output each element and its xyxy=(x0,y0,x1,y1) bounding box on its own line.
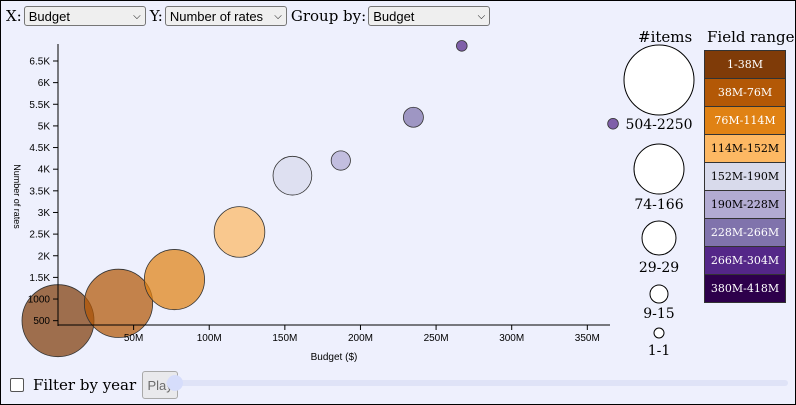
y-tick-label: 3.5K xyxy=(29,186,50,197)
group-by-select[interactable]: Budget ⌵ xyxy=(368,6,491,26)
filter-by-year-label: Filter by year xyxy=(33,376,137,394)
color-legend: 1-38M 38M-76M 76M-114M 114M-152M 152M-190M 19… xyxy=(704,50,786,303)
chevron-down-icon: ⌵ xyxy=(477,10,486,22)
x-tick-label: 350M xyxy=(575,333,600,344)
x-tick-label: 150M xyxy=(272,333,297,344)
y-tick-label: 1.5K xyxy=(29,273,50,284)
data-bubble xyxy=(607,117,619,130)
chevron-down-icon: ⌵ xyxy=(274,10,282,22)
x-axis-label: X: xyxy=(6,7,22,25)
group-by-select-value: Budget xyxy=(373,8,415,24)
color-legend-item: 190M-228M xyxy=(705,191,785,219)
data-bubble xyxy=(143,249,205,311)
size-legend-circle xyxy=(633,143,685,195)
data-bubble xyxy=(83,268,154,338)
x-axis-select-value: Budget xyxy=(28,8,70,24)
x-tick-label: 300M xyxy=(499,333,524,344)
y-tick-label: 6K xyxy=(38,78,51,89)
y-tick-label: 6.5K xyxy=(29,56,50,67)
data-bubble xyxy=(213,206,266,258)
color-legend-item: 1-38M xyxy=(705,51,785,79)
size-legend-label: 9-15 xyxy=(643,306,674,322)
x-axis-select[interactable]: Budget ⌵ xyxy=(23,6,146,26)
year-slider-track[interactable] xyxy=(166,380,788,386)
color-legend-item: 380M-418M xyxy=(705,275,785,302)
data-bubble xyxy=(402,106,424,128)
color-legend-item: 228M-266M xyxy=(705,219,785,247)
size-legend-circle xyxy=(649,284,669,304)
color-legend-item: 38M-76M xyxy=(705,79,785,107)
y-axis-select-value: Number of rates xyxy=(169,8,264,24)
color-legend-item: 76M-114M xyxy=(705,107,785,135)
y-tick-label: 3K xyxy=(38,208,51,219)
y-tick-label: 2K xyxy=(38,251,51,262)
x-tick-label: 200M xyxy=(348,333,373,344)
y-tick-label: 500 xyxy=(33,316,50,327)
chevron-down-icon: ⌵ xyxy=(133,10,141,22)
axis-controls: X: Budget ⌵ Y: Number of rates ⌵ Group b… xyxy=(6,6,494,26)
color-legend-item: 114M-152M xyxy=(705,135,785,163)
size-legend-circle xyxy=(653,327,665,339)
bottom-controls: Filter by year Play xyxy=(10,371,179,399)
color-legend-item: 152M-190M xyxy=(705,163,785,191)
y-tick-label: 2.5K xyxy=(29,230,50,241)
size-legend-circle xyxy=(623,44,695,116)
color-legend-item: 266M-304M xyxy=(705,247,785,275)
y-axis-label: Y: xyxy=(149,7,163,25)
size-legend-label: 504-2250 xyxy=(625,117,692,133)
group-by-label: Group by: xyxy=(290,7,367,25)
year-slider-handle[interactable] xyxy=(167,375,183,391)
y-tick-label: 5K xyxy=(38,121,51,132)
x-tick-label: 50M xyxy=(124,333,143,344)
y-axis-select[interactable]: Number of rates ⌵ xyxy=(164,6,287,26)
x-axis-title: Budget ($) xyxy=(311,352,358,363)
y-tick-label: 5.5K xyxy=(29,100,50,111)
y-tick-label: 4K xyxy=(38,165,51,176)
filter-by-year-checkbox[interactable] xyxy=(10,378,24,392)
size-legend-label: 74-166 xyxy=(634,197,683,213)
color-legend-title: Field range xyxy=(707,28,795,46)
size-legend-label: 1-1 xyxy=(648,343,671,359)
size-legend-label: 29-29 xyxy=(639,260,679,276)
size-legend-circle xyxy=(641,220,677,256)
y-tick-label: 1000 xyxy=(28,295,51,306)
data-bubble xyxy=(456,40,468,52)
size-legend-title: #items xyxy=(638,28,693,46)
data-bubble xyxy=(330,150,351,171)
x-tick-label: 100M xyxy=(197,333,222,344)
y-tick-label: 4.5K xyxy=(29,143,50,154)
x-tick-label: 250M xyxy=(424,333,449,344)
data-bubble xyxy=(272,155,313,196)
y-axis-title: Number of rates xyxy=(12,164,22,229)
